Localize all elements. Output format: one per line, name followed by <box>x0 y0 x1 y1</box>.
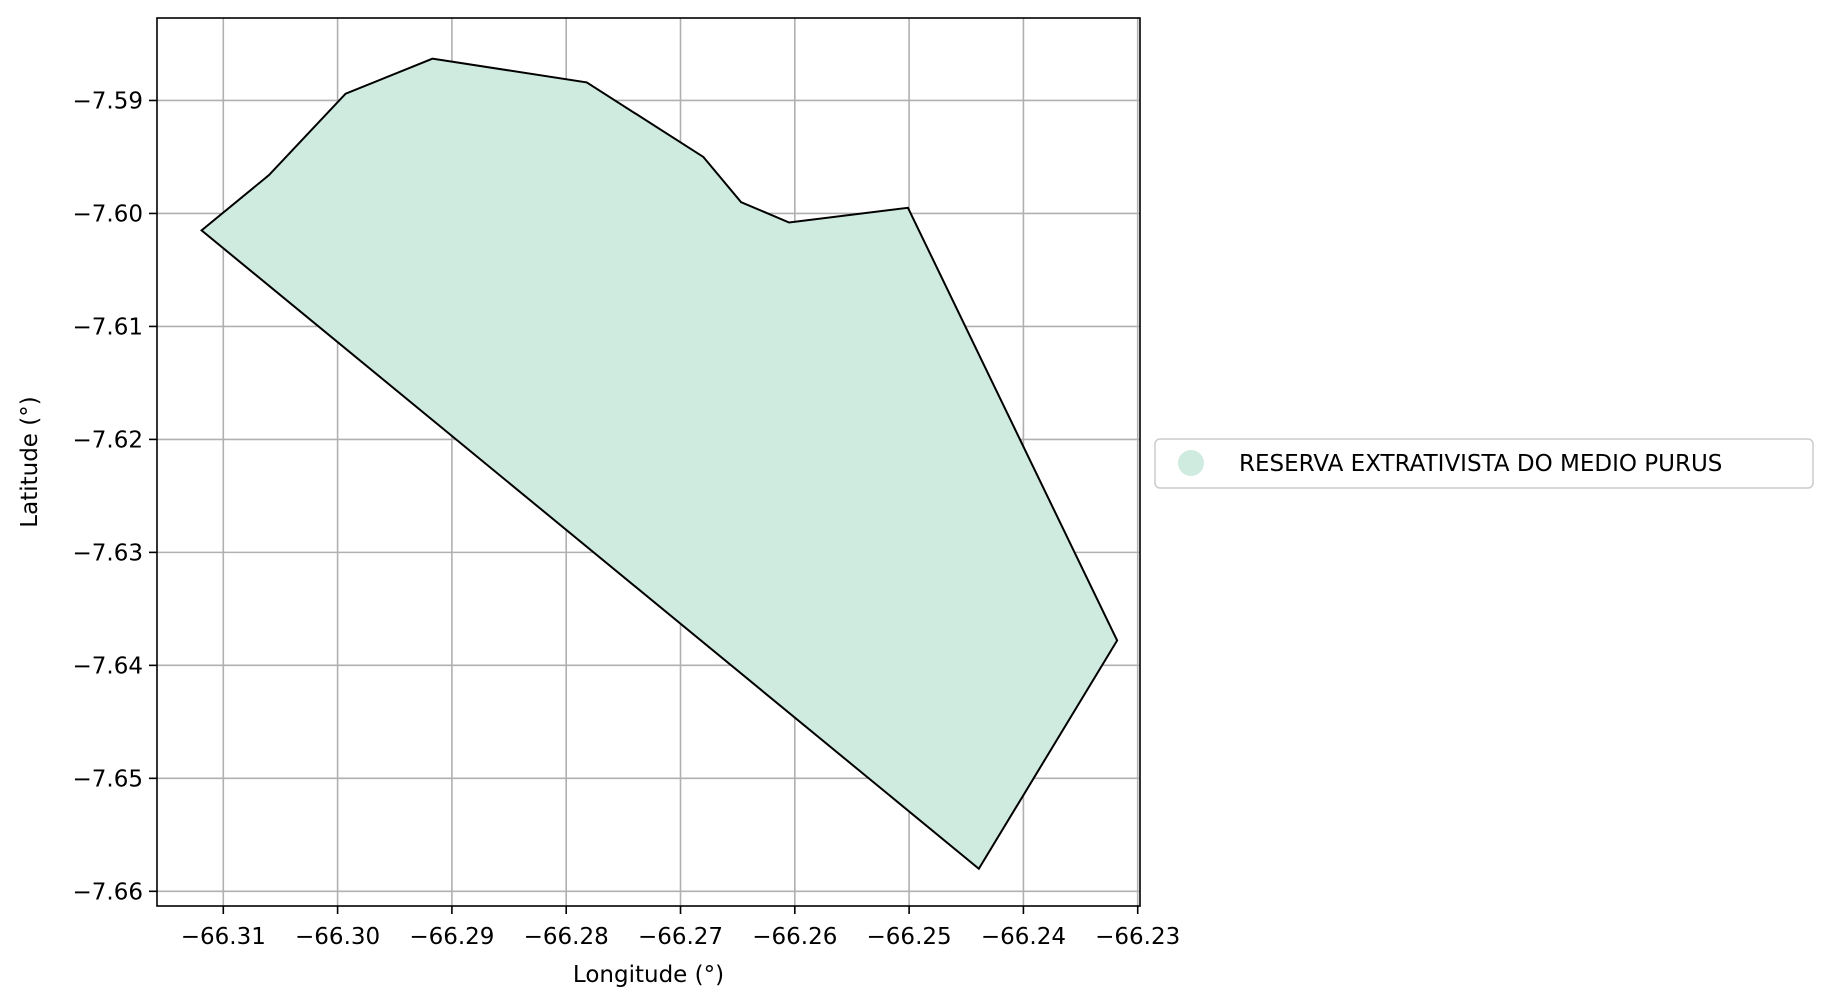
legend-entry-label: RESERVA EXTRATIVISTA DO MEDIO PURUS <box>1239 451 1722 477</box>
legend-box <box>1154 438 1814 489</box>
y-tick-label-0: −7.59 <box>73 88 143 114</box>
x-tick-label-5: −66.26 <box>752 924 837 950</box>
axis-ticks: −66.31 −66.30 −66.29 −66.28 −66.27 −66.26 −66.… <box>73 88 1181 950</box>
x-tick-label-4: −66.27 <box>638 924 723 950</box>
y-axis-label: Latitude (°) <box>17 396 43 527</box>
y-tick-label-6: −7.65 <box>73 766 143 792</box>
x-tick-label-2: −66.29 <box>409 924 494 950</box>
y-tick-label-2: −7.61 <box>73 314 143 340</box>
y-tick-label-7: −7.66 <box>73 879 143 905</box>
x-tick-label-0: −66.31 <box>181 924 266 950</box>
legend-marker <box>1178 450 1204 476</box>
y-tick-label-3: −7.62 <box>73 427 143 453</box>
y-tick-label-5: −7.64 <box>73 653 143 679</box>
x-tick-label-1: −66.30 <box>295 924 380 950</box>
axes-frame <box>156 17 1141 907</box>
x-tick-label-7: −66.24 <box>981 924 1066 950</box>
x-tick-label-8: −66.23 <box>1095 924 1180 950</box>
polygon-layer <box>200 57 1119 871</box>
x-tick-label-3: −66.28 <box>524 924 609 950</box>
x-tick-label-6: −66.25 <box>867 924 952 950</box>
reserve-polygon-0 <box>200 57 1119 871</box>
x-axis-label: Longitude (°) <box>573 962 724 988</box>
y-tick-label-1: −7.60 <box>73 201 143 227</box>
legend: RESERVA EXTRATIVISTA DO MEDIO PURUS <box>1154 438 1814 489</box>
y-tick-label-4: −7.63 <box>73 540 143 566</box>
